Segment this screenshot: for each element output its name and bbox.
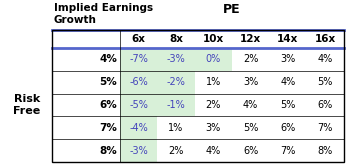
Text: -5%: -5%	[129, 100, 148, 110]
Bar	[269, 116, 307, 139]
Text: 0%: 0%	[206, 54, 221, 64]
Bar	[307, 116, 344, 139]
Text: Risk
Free: Risk Free	[13, 94, 40, 116]
Text: 4%: 4%	[243, 100, 258, 110]
Bar	[52, 30, 344, 162]
Text: 12x: 12x	[240, 34, 261, 44]
Bar	[269, 71, 307, 94]
Text: 8%: 8%	[318, 146, 333, 156]
Text: 3%: 3%	[280, 54, 296, 64]
Text: 16x: 16x	[315, 34, 336, 44]
Text: 6%: 6%	[318, 100, 333, 110]
Text: 6%: 6%	[280, 123, 296, 133]
Bar	[120, 116, 157, 139]
Text: 5%: 5%	[243, 123, 258, 133]
Text: -4%: -4%	[129, 123, 148, 133]
Text: 7%: 7%	[318, 123, 333, 133]
Text: 6x: 6x	[132, 34, 146, 44]
Text: 2%: 2%	[168, 146, 184, 156]
Bar	[157, 71, 195, 94]
Bar	[157, 139, 195, 162]
Bar	[232, 48, 269, 71]
Bar	[120, 71, 157, 94]
Text: 1%: 1%	[206, 77, 221, 87]
Bar	[307, 94, 344, 116]
Bar	[269, 94, 307, 116]
Text: 5%: 5%	[99, 77, 117, 87]
Text: 4%: 4%	[318, 54, 333, 64]
Text: 4%: 4%	[280, 77, 296, 87]
Text: -1%: -1%	[166, 100, 185, 110]
Bar	[195, 94, 232, 116]
Text: Implied Earnings
Growth: Implied Earnings Growth	[54, 3, 153, 25]
Bar	[120, 48, 157, 71]
Bar	[307, 139, 344, 162]
Bar	[195, 48, 232, 71]
Bar	[195, 116, 232, 139]
Text: -3%: -3%	[129, 146, 148, 156]
Text: 3%: 3%	[206, 123, 221, 133]
Bar	[232, 71, 269, 94]
Text: 6%: 6%	[99, 100, 117, 110]
Bar	[269, 48, 307, 71]
Bar	[232, 116, 269, 139]
Text: 3%: 3%	[243, 77, 258, 87]
Bar	[195, 139, 232, 162]
Text: -3%: -3%	[166, 54, 185, 64]
Text: 5%: 5%	[318, 77, 333, 87]
Bar	[307, 71, 344, 94]
Bar	[307, 48, 344, 71]
Bar	[157, 116, 195, 139]
Bar	[157, 94, 195, 116]
Text: 7%: 7%	[280, 146, 296, 156]
Text: 8%: 8%	[99, 146, 117, 156]
Bar	[120, 94, 157, 116]
Text: -7%: -7%	[129, 54, 148, 64]
Bar	[232, 94, 269, 116]
Text: 2%: 2%	[243, 54, 258, 64]
Text: 10x: 10x	[203, 34, 224, 44]
Bar	[232, 139, 269, 162]
Bar	[269, 139, 307, 162]
Text: 8x: 8x	[169, 34, 183, 44]
Text: 5%: 5%	[280, 100, 296, 110]
Text: 14x: 14x	[277, 34, 299, 44]
Text: 1%: 1%	[168, 123, 184, 133]
Text: PE: PE	[223, 3, 241, 16]
Bar	[195, 71, 232, 94]
Text: -6%: -6%	[129, 77, 148, 87]
Text: 7%: 7%	[99, 123, 117, 133]
Bar	[120, 139, 157, 162]
Bar	[157, 48, 195, 71]
Text: 4%: 4%	[206, 146, 221, 156]
Text: -2%: -2%	[166, 77, 185, 87]
Text: 2%: 2%	[206, 100, 221, 110]
Text: 6%: 6%	[243, 146, 258, 156]
Text: 4%: 4%	[99, 54, 117, 64]
